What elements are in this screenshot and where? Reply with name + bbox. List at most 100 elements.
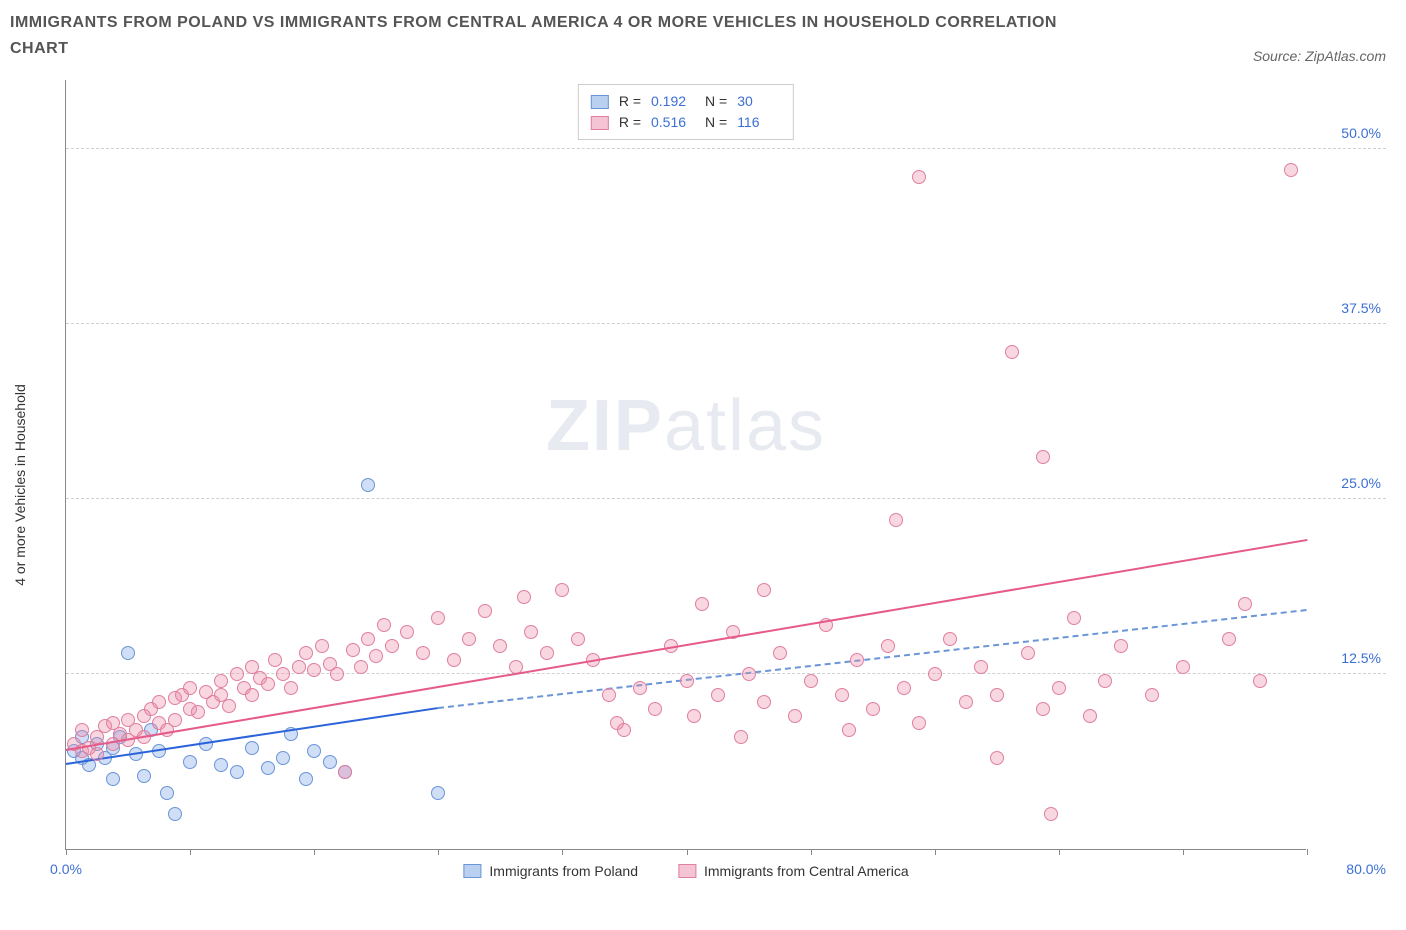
data-point — [1098, 674, 1112, 688]
data-point — [881, 639, 895, 653]
x-tick — [935, 849, 936, 855]
data-point — [571, 632, 585, 646]
legend-item: Immigrants from Poland — [463, 863, 638, 879]
x-axis-min-label: 0.0% — [50, 861, 82, 877]
stats-legend: R =0.192N =30R =0.516N =116 — [578, 84, 794, 140]
data-point — [431, 611, 445, 625]
gridline — [66, 498, 1386, 499]
data-point — [1253, 674, 1267, 688]
data-point — [369, 649, 383, 663]
data-point — [315, 639, 329, 653]
data-point — [524, 625, 538, 639]
data-point — [276, 667, 290, 681]
data-point — [106, 772, 120, 786]
data-point — [268, 653, 282, 667]
data-point — [757, 695, 771, 709]
data-point — [330, 667, 344, 681]
data-point — [687, 709, 701, 723]
data-point — [222, 699, 236, 713]
data-point — [90, 747, 104, 761]
data-point — [695, 597, 709, 611]
data-point — [1083, 709, 1097, 723]
source-attribution: Source: ZipAtlas.com — [1253, 48, 1386, 64]
data-point — [299, 772, 313, 786]
data-point — [230, 667, 244, 681]
data-point — [1114, 639, 1128, 653]
data-point — [230, 765, 244, 779]
data-point — [183, 755, 197, 769]
data-point — [974, 660, 988, 674]
chart-title: IMMIGRANTS FROM POLAND VS IMMIGRANTS FRO… — [10, 10, 1110, 61]
data-point — [121, 646, 135, 660]
x-tick — [190, 849, 191, 855]
data-point — [680, 674, 694, 688]
data-point — [75, 723, 89, 737]
data-point — [214, 674, 228, 688]
x-tick — [1183, 849, 1184, 855]
data-point — [928, 667, 942, 681]
data-point — [912, 170, 926, 184]
x-axis-max-label: 80.0% — [1346, 861, 1386, 877]
legend-series-label: Immigrants from Poland — [489, 863, 638, 879]
x-tick — [314, 849, 315, 855]
data-point — [1005, 345, 1019, 359]
data-point — [261, 677, 275, 691]
data-point — [361, 478, 375, 492]
data-point — [540, 646, 554, 660]
data-point — [462, 632, 476, 646]
data-point — [385, 639, 399, 653]
legend-item: Immigrants from Central America — [678, 863, 909, 879]
data-point — [284, 681, 298, 695]
legend-swatch — [591, 116, 609, 130]
data-point — [354, 660, 368, 674]
data-point — [1067, 611, 1081, 625]
data-point — [788, 709, 802, 723]
legend-row: R =0.516N =116 — [591, 112, 781, 133]
data-point — [323, 755, 337, 769]
data-point — [1036, 450, 1050, 464]
data-point — [307, 744, 321, 758]
plot-area: ZIPatlas R =0.192N =30R =0.516N =116 0.0… — [65, 80, 1306, 850]
data-point — [416, 646, 430, 660]
data-point — [734, 730, 748, 744]
legend-stat-label: N = — [705, 112, 727, 133]
data-point — [168, 807, 182, 821]
legend-r-value: 0.192 — [651, 91, 695, 112]
legend-swatch — [463, 864, 481, 878]
trend-line — [438, 609, 1307, 709]
y-tick-label: 37.5% — [1341, 300, 1381, 316]
data-point — [299, 646, 313, 660]
data-point — [377, 618, 391, 632]
data-point — [889, 513, 903, 527]
data-point — [866, 702, 880, 716]
x-tick — [687, 849, 688, 855]
data-point — [842, 723, 856, 737]
data-point — [990, 688, 1004, 702]
data-point — [617, 723, 631, 737]
legend-r-value: 0.516 — [651, 112, 695, 133]
data-point — [245, 741, 259, 755]
data-point — [152, 695, 166, 709]
data-point — [1052, 681, 1066, 695]
x-tick — [811, 849, 812, 855]
x-tick — [562, 849, 563, 855]
data-point — [1176, 660, 1190, 674]
data-point — [773, 646, 787, 660]
data-point — [1044, 807, 1058, 821]
legend-row: R =0.192N =30 — [591, 91, 781, 112]
data-point — [478, 604, 492, 618]
y-tick-label: 12.5% — [1341, 650, 1381, 666]
x-tick — [1307, 849, 1308, 855]
data-point — [292, 660, 306, 674]
data-point — [400, 625, 414, 639]
y-axis-label: 4 or more Vehicles in Household — [12, 384, 28, 586]
data-point — [307, 663, 321, 677]
data-point — [1021, 646, 1035, 660]
data-point — [493, 639, 507, 653]
data-point — [757, 583, 771, 597]
data-point — [990, 751, 1004, 765]
data-point — [338, 765, 352, 779]
data-point — [431, 786, 445, 800]
data-point — [1238, 597, 1252, 611]
legend-stat-label: R = — [619, 112, 641, 133]
